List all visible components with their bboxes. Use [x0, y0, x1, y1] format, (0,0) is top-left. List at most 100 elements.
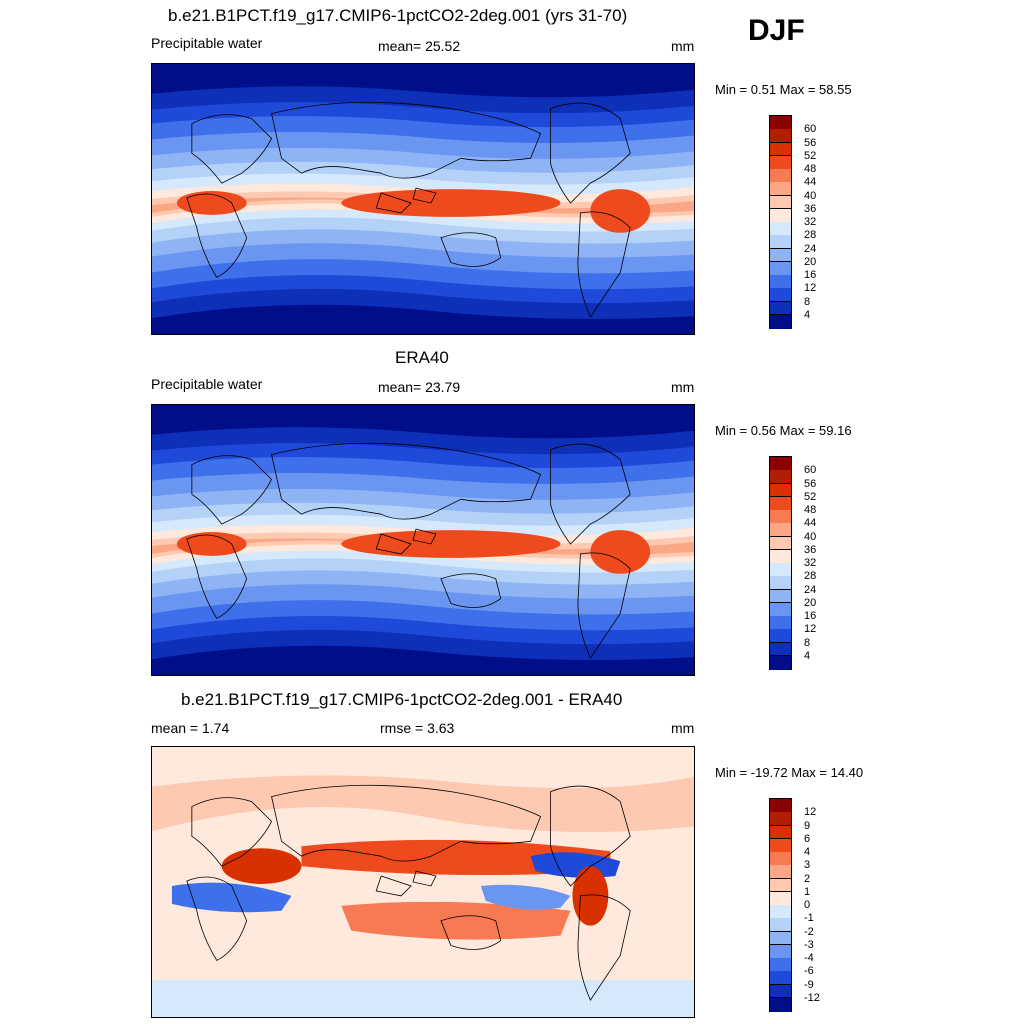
- colorbar-box: [770, 825, 791, 840]
- map-field: [152, 405, 694, 675]
- coastline: [550, 785, 631, 887]
- coastline: [550, 102, 631, 204]
- colorbar-tick-label: 60: [804, 464, 817, 477]
- colorbar-tick-label: 9: [804, 819, 811, 832]
- colorbar-tick-label: -4: [804, 952, 814, 964]
- colorbar-box: [770, 142, 791, 157]
- panel-1-map: [151, 63, 695, 335]
- panel-3-minmax: Min = -19.72 Max = 14.40: [715, 765, 864, 780]
- colorbar-tick-label: 44: [804, 517, 817, 530]
- colorbar-box: [770, 931, 791, 946]
- coastline: [271, 442, 542, 520]
- colorbar-box: [770, 799, 791, 813]
- colorbar-box: [770, 155, 791, 170]
- coastline: [191, 797, 273, 867]
- colorbar-box: [770, 984, 791, 999]
- colorbar-tick-label: -2: [804, 925, 814, 938]
- colorbar-tick-label: 56: [804, 136, 817, 149]
- panel-2-mean-label: mean= 23.79: [378, 379, 461, 395]
- colorbar-box: [770, 129, 791, 143]
- coastline: [191, 114, 273, 184]
- colorbar-box: [770, 261, 791, 276]
- map-field: [152, 64, 694, 334]
- coastline: [186, 193, 248, 278]
- colorbar-box: [770, 470, 791, 484]
- colorbar-tick-label: -1: [804, 912, 814, 925]
- colorbar-box: [770, 169, 791, 183]
- colorbar-box: [770, 288, 791, 302]
- colorbar-box: [770, 918, 791, 932]
- panel-3-rmse-label: rmse = 3.63: [380, 720, 455, 736]
- colorbar-box: [770, 616, 791, 630]
- colorbar-tick-label: 48: [804, 504, 817, 516]
- colorbar-tick-label: 24: [804, 242, 817, 255]
- coastline: [375, 533, 412, 555]
- colorbar-box: [770, 944, 791, 959]
- colorbar-box: [770, 301, 791, 316]
- colorbar-tick-label: 32: [804, 216, 817, 228]
- panel-2-title: ERA40: [395, 348, 449, 367]
- colorbar-box: [770, 971, 791, 985]
- coastline: [440, 573, 502, 608]
- coastline: [375, 192, 412, 214]
- colorbar-tick-label: 6: [804, 832, 811, 845]
- colorbar-box: [770, 655, 791, 670]
- colorbar-tick-label: -6: [804, 965, 814, 978]
- colorbar-tick-label: 56: [804, 477, 817, 490]
- colorbar-box: [770, 275, 791, 289]
- panel-3-units: mm: [671, 720, 695, 736]
- season-label: DJF: [748, 14, 805, 47]
- colorbar-box: [770, 589, 791, 604]
- coastline: [440, 915, 502, 950]
- colorbar-tick-label: 4: [804, 308, 811, 321]
- colorbar-box: [770, 852, 791, 866]
- panel-2-minmax: Min = 0.56 Max = 59.16: [715, 423, 852, 438]
- colorbar-tick-label: 3: [804, 859, 811, 872]
- colorbar-box: [770, 208, 791, 223]
- colorbar-box: [770, 235, 791, 249]
- colorbar-box: [770, 536, 791, 551]
- coastline: [271, 101, 542, 179]
- colorbar-tick-label: -3: [804, 938, 814, 951]
- colorbar-tick-label: 60: [804, 123, 817, 136]
- coastline: [440, 232, 502, 267]
- colorbar-tick-label: 40: [804, 189, 817, 202]
- coastline: [412, 528, 437, 545]
- coastline: [191, 455, 273, 525]
- colorbar-box: [770, 905, 791, 919]
- colorbar-tick-label: 12: [804, 623, 817, 636]
- coastline: [375, 875, 412, 897]
- colorbar-tick-label: 48: [804, 163, 817, 175]
- coastline: [550, 443, 631, 545]
- panel-1-colorbar: [769, 115, 792, 329]
- panel-1-units: mm: [671, 38, 695, 54]
- colorbar-tick-label: 28: [804, 570, 817, 583]
- colorbar-tick-label: 52: [804, 490, 817, 503]
- colorbar-tick-label: 0: [804, 899, 811, 911]
- panel-1-mean-label: mean= 25.52: [378, 38, 461, 54]
- coastline: [186, 534, 248, 619]
- colorbar-box: [770, 602, 791, 617]
- colorbar-box: [770, 865, 791, 879]
- colorbar-box: [770, 314, 791, 329]
- colorbar-tick-label: 12: [804, 806, 817, 819]
- colorbar-box: [770, 496, 791, 511]
- colorbar-box: [770, 510, 791, 524]
- colorbar-box: [770, 958, 791, 972]
- colorbar-box: [770, 838, 791, 853]
- colorbar-tick-label: 32: [804, 557, 817, 569]
- colorbar-box: [770, 182, 791, 196]
- colorbar-box: [770, 576, 791, 590]
- panel-2-units: mm: [671, 379, 695, 395]
- colorbar-box: [770, 483, 791, 498]
- colorbar-tick-label: 8: [804, 295, 811, 308]
- panel-1-title: b.e21.B1PCT.f19_g17.CMIP6-1pctCO2-2deg.0…: [168, 6, 628, 25]
- colorbar-tick-label: 36: [804, 543, 817, 556]
- colorbar-tick-label: 40: [804, 530, 817, 543]
- panel-3-map: [151, 746, 695, 1018]
- colorbar-tick-label: 20: [804, 255, 817, 268]
- panel-2-variable-label: Precipitable water: [151, 376, 263, 392]
- colorbar-tick-label: 28: [804, 229, 817, 242]
- colorbar-tick-label: 52: [804, 149, 817, 162]
- colorbar-box: [770, 563, 791, 577]
